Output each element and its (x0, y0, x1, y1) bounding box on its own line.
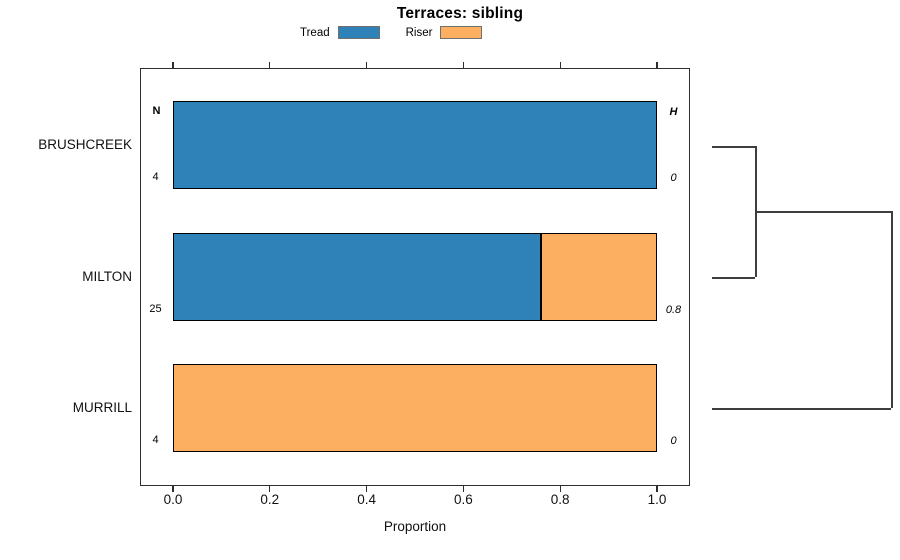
x-tick-label: 1.0 (647, 492, 667, 507)
x-tick-top (559, 62, 561, 68)
riser-swatch (440, 26, 483, 39)
x-tick-top (366, 62, 368, 68)
legend: Tread Riser (300, 26, 483, 39)
bar-murrill-riser (173, 364, 657, 452)
category-label-brushcreek: BRUSHCREEK (38, 137, 132, 152)
x-tick-top (269, 62, 271, 68)
tread-swatch (337, 26, 380, 39)
legend-label-riser: Riser (405, 26, 433, 39)
bar-milton-tread (173, 233, 541, 321)
dendrogram-segment (712, 408, 891, 410)
x-tick-top (462, 62, 464, 68)
x-tick-top (172, 62, 174, 68)
x-tick-label: 0.0 (163, 492, 183, 507)
x-tick-top (656, 62, 658, 68)
x-tick-bottom (269, 486, 271, 492)
x-tick-bottom (366, 486, 368, 492)
h-value-milton: 0.8 (665, 304, 682, 316)
legend-item-tread: Tread (300, 26, 380, 39)
x-tick-label: 0.8 (550, 492, 570, 507)
h-value-murrill: 0 (670, 435, 677, 447)
x-tick-bottom (462, 486, 464, 492)
x-tick-label: 0.4 (357, 492, 376, 507)
chart-title: Terraces: sibling (396, 5, 524, 22)
legend-label-tread: Tread (300, 26, 330, 39)
n-value-murrill: 4 (152, 434, 159, 446)
bar-brushcreek-tread (173, 101, 657, 189)
x-tick-bottom (172, 486, 174, 492)
x-tick-label: 0.2 (260, 492, 280, 507)
legend-item-riser: Riser (406, 26, 483, 39)
category-label-murrill: MURRILL (72, 400, 132, 415)
x-tick-bottom (559, 486, 561, 492)
h-value-brushcreek: 0 (670, 172, 677, 184)
dendrogram-segment (712, 277, 755, 279)
x-tick-label: 0.6 (454, 492, 473, 507)
dendrogram-segment (891, 211, 893, 408)
dendrogram-segment (712, 146, 755, 148)
h-column-header: H (669, 106, 678, 118)
category-label-milton: MILTON (82, 269, 132, 284)
x-tick-bottom (656, 486, 658, 492)
dendrogram-segment (755, 211, 891, 213)
n-value-brushcreek: 4 (152, 171, 159, 183)
n-column-header: N (152, 105, 161, 117)
n-value-milton: 25 (149, 303, 162, 315)
x-axis-label: Proportion (383, 519, 447, 534)
bar-milton-riser (540, 233, 657, 321)
